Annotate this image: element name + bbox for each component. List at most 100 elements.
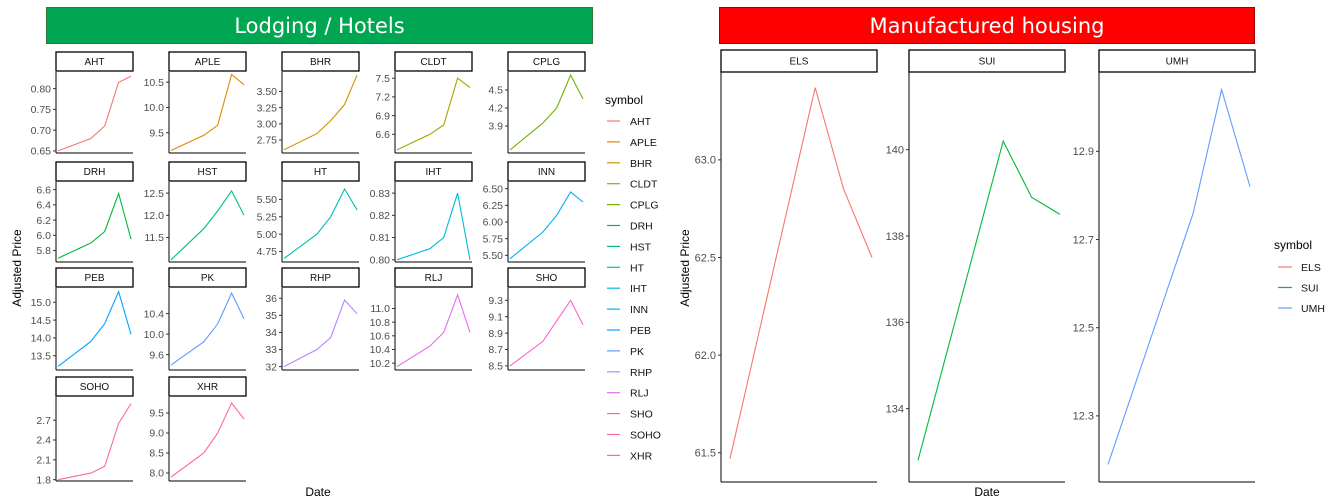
facet-strip-aht	[55, 51, 134, 72]
legend-label-cplg: CPLG	[630, 200, 659, 212]
facet-label-drh: DRH	[84, 167, 106, 178]
y-tick-label-bhr: 3.00	[257, 119, 278, 131]
y-tick-label-aht: 0.65	[31, 146, 52, 158]
facet-strip-peb	[55, 267, 134, 288]
facet-strip-xhr	[168, 376, 247, 397]
facet-label-cplg: CPLG	[533, 57, 560, 68]
series-line-drh	[57, 191, 132, 259]
facet-label-sho: SHO	[536, 273, 558, 284]
legend-label-bhr: BHR	[630, 158, 653, 170]
y-tick-label-cldt: 7.5	[375, 73, 390, 85]
right-y-axis-label: Adjusted Price	[678, 229, 692, 307]
legend-label-els: ELS	[1301, 262, 1321, 274]
series-line-aht	[57, 75, 132, 152]
facet-strip-rhp	[281, 267, 360, 288]
facet-strip-ht	[281, 161, 360, 182]
y-tick-label-rhp: 35	[265, 310, 277, 322]
y-tick-label-rlj: 10.4	[370, 344, 391, 356]
facet-label-ht: HT	[314, 167, 327, 178]
y-tick-label-drh: 6.4	[36, 200, 51, 212]
y-tick-label-rhp: 36	[265, 293, 277, 305]
y-tick-label-sho: 9.3	[488, 295, 503, 307]
series-line-sho	[509, 299, 584, 367]
series-line-soho	[57, 403, 132, 481]
lodging-hotels-banner: Lodging / Hotels	[46, 7, 593, 44]
series-line-inn	[509, 191, 584, 260]
facet-strip-drh	[55, 161, 134, 182]
y-tick-label-iht: 0.80	[370, 254, 391, 266]
facet-ht: HT 4.75 5.00 5.25 5.50	[257, 161, 360, 263]
y-tick-label-rlj: 10.2	[370, 358, 391, 370]
facet-strip-umh	[1098, 49, 1256, 73]
y-tick-label-rhp: 33	[265, 344, 277, 356]
facet-label-umh: UMH	[1166, 57, 1189, 68]
y-tick-label-ht: 5.50	[257, 194, 278, 206]
y-tick-label-aple: 9.5	[149, 127, 164, 139]
y-tick-label-sui: 134	[886, 403, 904, 415]
y-tick-label-aht: 0.75	[31, 104, 52, 116]
y-tick-label-aht: 0.80	[31, 83, 52, 95]
y-tick-label-ht: 5.25	[257, 211, 278, 223]
legend-label-rlj: RLJ	[630, 388, 649, 400]
facet-strip-sui	[908, 49, 1066, 73]
y-tick-label-drh: 5.8	[36, 245, 51, 257]
y-tick-label-hst: 12.5	[144, 188, 165, 200]
facet-aple: APLE 9.5 10.0 10.5	[144, 51, 247, 154]
y-tick-label-rhp: 32	[265, 361, 277, 373]
y-tick-label-soho: 2.1	[36, 455, 51, 467]
facet-label-xhr: XHR	[197, 382, 218, 393]
y-tick-label-sui: 140	[886, 145, 904, 157]
facet-sui: SUI 134 136 138 140	[886, 49, 1066, 483]
series-line-aple	[170, 73, 245, 151]
facet-label-inn: INN	[538, 167, 555, 178]
facet-label-soho: SOHO	[80, 382, 110, 393]
left-y-axis-label: Adjusted Price	[10, 229, 24, 307]
left-facet-panels: AHT 0.65 0.70 0.75 0.80 APLE 9.5 10.0 10.5 BHR 2.7…	[31, 51, 586, 486]
legend-label-aple: APLE	[630, 137, 657, 149]
series-line-peb	[57, 289, 132, 367]
series-line-ht	[283, 187, 358, 259]
facet-iht: IHT 0.80 0.81 0.82 0.83	[370, 161, 473, 266]
facet-strip-inn	[507, 161, 586, 182]
y-tick-label-cldt: 6.6	[375, 129, 390, 141]
y-tick-label-inn: 5.50	[483, 250, 504, 262]
facet-label-sui: SUI	[979, 57, 996, 68]
y-tick-label-rlj: 11.0	[370, 303, 390, 315]
y-tick-label-bhr: 2.75	[257, 135, 278, 147]
y-tick-label-sui: 138	[886, 231, 904, 243]
facet-strip-soho	[55, 376, 134, 397]
facet-strip-aple	[168, 51, 247, 72]
facet-label-cldt: CLDT	[420, 57, 446, 68]
facet-soho: SOHO 1.8 2.1 2.4 2.7	[36, 376, 134, 486]
right-facet-panels: ELS 61.5 62.0 62.5 63.0 SUI 134 136 138 140 UMH 12.…	[695, 49, 1256, 483]
y-tick-label-peb: 14.0	[31, 333, 52, 345]
facet-bhr: BHR 2.75 3.00 3.25 3.50	[257, 51, 360, 154]
right-legend: ELS SUI UMH	[1278, 262, 1325, 315]
facet-umh: UMH 12.3 12.5 12.7 12.9	[1073, 49, 1256, 483]
y-tick-label-inn: 6.00	[483, 217, 504, 229]
y-tick-label-els: 62.5	[695, 252, 716, 264]
facet-drh: DRH 5.8 6.0 6.2 6.4 6.6	[36, 161, 134, 263]
left-legend: AHT APLE BHR CLDT CPLG DRH HST HT IHT INN PEB PK RHP…	[607, 116, 661, 462]
y-tick-label-sho: 9.1	[488, 311, 503, 323]
facet-cldt: CLDT 6.6 6.9 7.2 7.5	[375, 51, 473, 154]
facet-label-peb: PEB	[84, 273, 104, 284]
y-tick-label-iht: 0.82	[370, 210, 391, 222]
facet-strip-bhr	[281, 51, 360, 72]
legend-label-sui: SUI	[1301, 283, 1319, 295]
y-tick-label-umh: 12.7	[1073, 234, 1094, 246]
y-tick-label-cplg: 4.2	[488, 103, 503, 115]
y-tick-label-drh: 6.6	[36, 184, 51, 196]
series-line-cplg	[509, 73, 584, 151]
facet-aht: AHT 0.65 0.70 0.75 0.80	[31, 51, 134, 158]
series-line-rlj	[396, 293, 471, 368]
y-tick-label-cplg: 3.9	[488, 121, 503, 133]
series-line-pk	[170, 291, 245, 366]
facet-strip-iht	[394, 161, 473, 182]
y-tick-label-cldt: 7.2	[375, 92, 390, 104]
legend-label-drh: DRH	[630, 221, 653, 233]
series-line-xhr	[170, 401, 245, 478]
series-line-sui	[917, 139, 1061, 461]
facet-label-aple: APLE	[195, 57, 221, 68]
y-tick-label-drh: 6.2	[36, 215, 51, 227]
